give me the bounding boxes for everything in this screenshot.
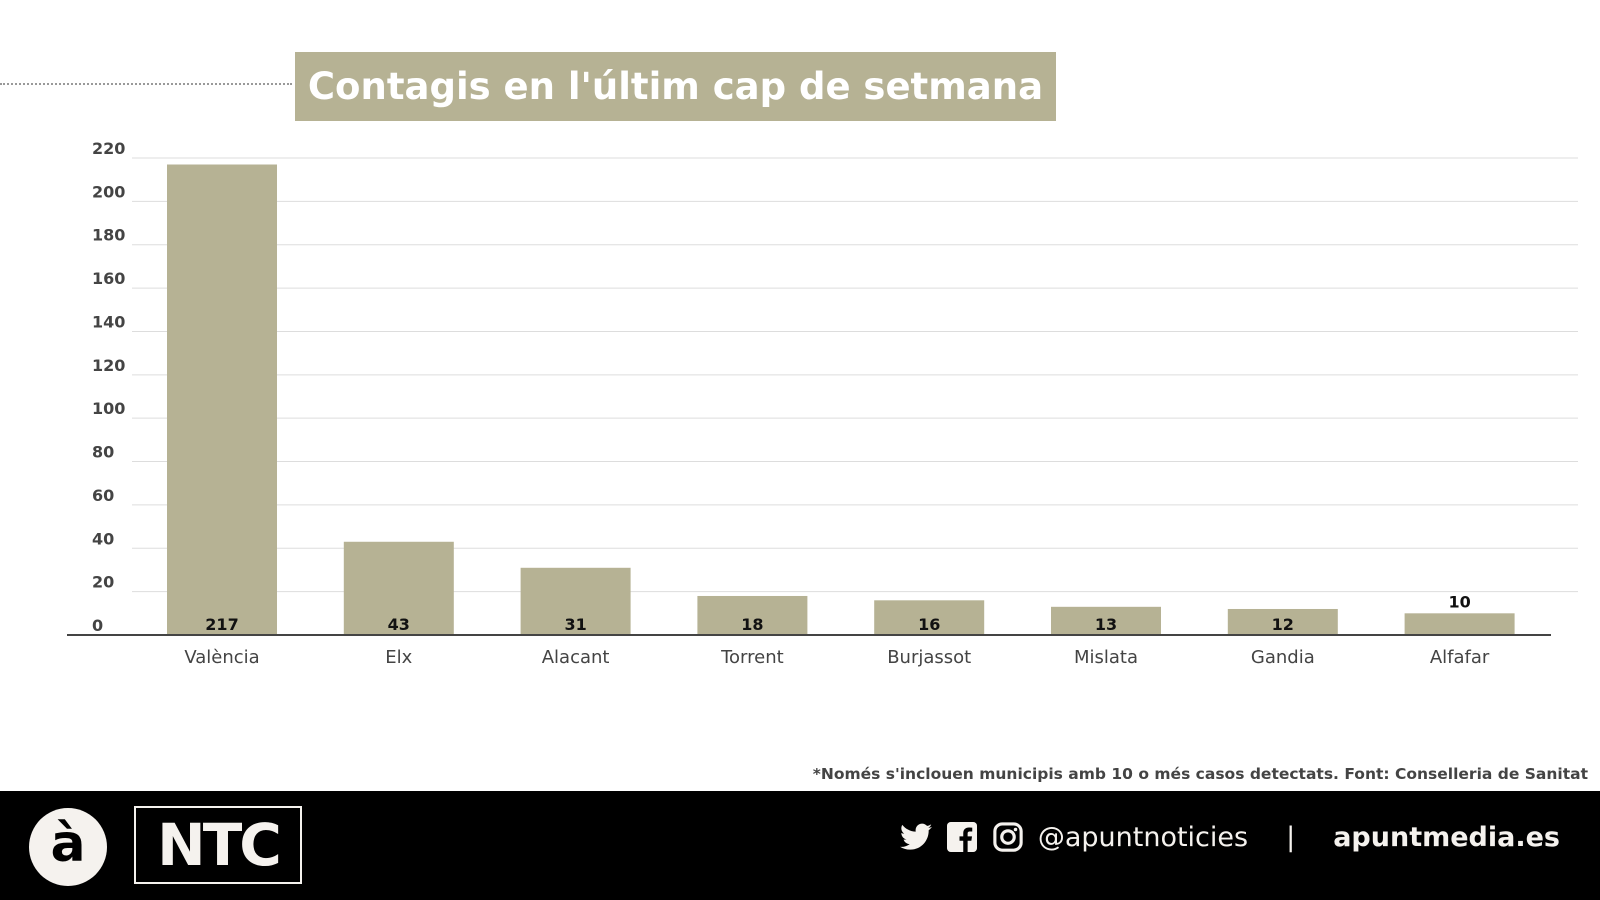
data-label: 16 xyxy=(918,615,940,634)
ntc-logo: NTC xyxy=(134,806,302,884)
y-tick-label: 220 xyxy=(92,139,125,158)
website-link[interactable]: apuntmedia.es xyxy=(1333,821,1560,853)
apunt-logo: à xyxy=(29,808,107,886)
social-handle[interactable]: @apuntnoticies xyxy=(1037,821,1249,853)
y-tick-label: 120 xyxy=(92,356,125,375)
social-links: @apuntnoticies | apuntmedia.es xyxy=(899,821,1560,853)
data-label: 12 xyxy=(1272,615,1294,634)
data-label: 18 xyxy=(741,615,763,634)
data-label: 13 xyxy=(1095,615,1117,634)
bar-chart: 0 20 40 60 80 100 120 140 160 180 200 220 217 Valènci… xyxy=(67,139,1578,668)
data-label: 31 xyxy=(564,615,586,634)
bar xyxy=(1227,608,1338,635)
x-tick-label: Alacant xyxy=(542,647,610,668)
x-tick-label: Gandia xyxy=(1251,647,1315,668)
separator: | xyxy=(1286,821,1296,853)
y-tick-label: 60 xyxy=(92,486,114,505)
y-tick-label: 40 xyxy=(92,529,114,548)
bar xyxy=(874,600,985,635)
x-tick-label: Alfafar xyxy=(1430,647,1490,668)
source-note: *Només s'inclouen municipis amb 10 o més… xyxy=(812,765,1588,783)
data-label: 217 xyxy=(205,615,238,634)
bar xyxy=(697,595,808,635)
x-tick-label: Elx xyxy=(385,647,412,668)
x-tick-label: Torrent xyxy=(720,647,784,668)
y-tick-label: 80 xyxy=(92,443,114,462)
chart-title: Contagis en l'últim cap de setmana xyxy=(295,52,1056,121)
x-tick-label: Burjassot xyxy=(887,647,971,668)
y-tick-label: 20 xyxy=(92,573,114,592)
twitter-icon[interactable] xyxy=(899,821,932,853)
bar xyxy=(167,164,277,635)
title-dotted-line xyxy=(0,83,292,85)
instagram-icon[interactable] xyxy=(992,821,1024,853)
facebook-icon[interactable] xyxy=(946,821,978,853)
footer-bar: à NTC @apuntnoticies | apuntmedia.es xyxy=(0,791,1600,900)
data-label: 10 xyxy=(1448,592,1470,611)
y-tick-label: 0 xyxy=(92,616,103,635)
bar xyxy=(343,541,454,635)
y-tick-label: 200 xyxy=(92,182,125,201)
x-tick-label: Mislata xyxy=(1074,647,1138,668)
y-tick-label: 140 xyxy=(92,312,125,331)
bar xyxy=(1404,613,1515,635)
data-label: 43 xyxy=(388,615,410,634)
y-tick-label: 100 xyxy=(92,399,125,418)
bar xyxy=(520,567,631,635)
y-tick-label: 160 xyxy=(92,269,125,288)
bar xyxy=(1051,606,1161,635)
y-tick-label: 180 xyxy=(92,226,125,245)
x-tick-label: València xyxy=(184,647,259,668)
